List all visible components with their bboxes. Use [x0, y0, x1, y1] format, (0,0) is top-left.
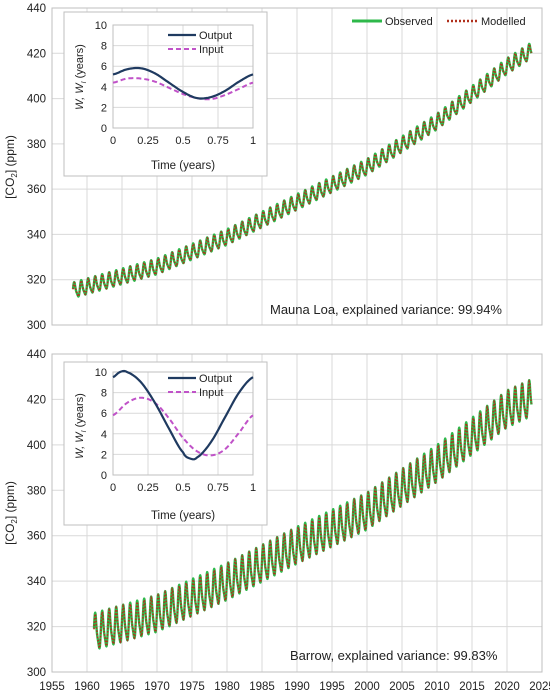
inset-y-tick-label: 2 [101, 449, 107, 461]
inset-x-tick-label: 1 [250, 482, 256, 494]
mauna-loa-inset-lines [112, 66, 254, 101]
inset-legend-input-label: Input [199, 44, 223, 56]
y-tick-label: 440 [27, 3, 46, 15]
inset-legend-input-label: Input [199, 387, 223, 399]
inset-legend-output-label: Output [199, 373, 232, 385]
inset-x-tick-label: 0.75 [207, 135, 228, 147]
y-tick-label: 300 [27, 320, 46, 332]
mauna-loa-y-axis-label: [CO2] (ppm) [3, 135, 19, 199]
inset-y-tick-label: 8 [101, 41, 107, 53]
x-tick-label: 2025 [529, 681, 550, 693]
inset-y-tick-label: 2 [101, 102, 107, 114]
x-tick-label: 2005 [389, 681, 415, 693]
inset-plot-area [112, 371, 254, 476]
x-tick-label: 1965 [109, 681, 135, 693]
x-tick-label: 1990 [284, 681, 310, 693]
y-tick-label: 360 [27, 531, 46, 543]
y-tick-label: 320 [27, 275, 46, 287]
inset-y-tick-label: 4 [101, 429, 107, 441]
y-tick-label: 380 [27, 485, 46, 497]
mauna-loa-legend: Observed Modelled [352, 16, 526, 28]
barrow-plot-frame [51, 353, 543, 673]
inset-y-tick-label: 6 [101, 408, 107, 420]
inset-y-tick-label: 4 [101, 82, 107, 94]
mauna-loa-series [71, 42, 533, 298]
x-tick-label: 1960 [74, 681, 100, 693]
y-tick-label: 340 [27, 576, 46, 588]
inset-x-tick-label: 0.5 [175, 135, 190, 147]
y-tick-label: 400 [27, 440, 46, 452]
barrow-inset-frame [63, 361, 268, 526]
barrow-inset-y-label: W, WI (years) [74, 393, 88, 459]
inset-input-line [112, 77, 254, 101]
x-tick-label: 1980 [214, 681, 240, 693]
legend-observed-label: Observed [385, 16, 433, 28]
y-tick-label: 420 [27, 394, 46, 406]
mauna-loa-inset-frame [63, 11, 268, 177]
barrow-x-tick-labels: 1955 1960 1965 1970 1975 1980 1985 1990 1995 2000… [39, 681, 550, 693]
y-tick-label: 360 [27, 184, 46, 196]
y-tick-label: 300 [27, 667, 46, 679]
barrow-inset: 0 2 4 6 8 10 0 0.25 0.5 0.75 1 W, WI (years) Time … [63, 361, 268, 526]
inset-x-tick-label: 1 [250, 135, 256, 147]
inset-y-tick-label: 6 [101, 61, 107, 73]
inset-output-line [112, 369, 254, 461]
x-tick-label: 2010 [424, 681, 450, 693]
modelled-series-line [93, 379, 533, 650]
barrow-inset-x-label: Time (years) [151, 510, 215, 522]
inset-x-tick-label: 0 [110, 482, 116, 494]
x-tick-label: 1955 [39, 681, 65, 693]
barrow-inset-ticks: 0 2 4 6 8 10 0 0.25 0.5 0.75 1 [95, 367, 256, 494]
x-tick-label: 2020 [494, 681, 520, 693]
barrow-y-axis-label: [CO2] (ppm) [3, 481, 19, 545]
legend-modelled-label: Modelled [481, 16, 526, 28]
x-tick-label: 1995 [319, 681, 345, 693]
inset-output-line [112, 66, 254, 100]
y-tick-label: 440 [27, 349, 46, 361]
x-tick-label: 2015 [459, 681, 485, 693]
mauna-loa-inset-ticks: 0 2 4 6 8 10 0 0.25 0.5 0.75 1 [95, 20, 256, 147]
mauna-loa-y-tick-labels: 300 320 340 360 380 400 420 440 [27, 3, 46, 332]
mauna-loa-inset: 0 2 4 6 8 10 0 0.25 0.5 0.75 1 W, WI (years) Time … [63, 11, 268, 177]
inset-x-tick-label: 0.75 [207, 482, 228, 494]
mauna-loa-inset-gridlines [112, 24, 254, 129]
mauna-loa-annotation: Mauna Loa, explained variance: 99.94% [270, 302, 502, 317]
x-tick-label: 1985 [249, 681, 275, 693]
mauna-loa-inset-y-label: W, WI (years) [74, 44, 88, 110]
inset-legend-output-label: Output [199, 30, 232, 42]
y-tick-label: 400 [27, 94, 46, 106]
inset-y-tick-label: 10 [95, 20, 107, 32]
mauna-loa-plot-frame [51, 7, 543, 326]
inset-plot-area [112, 24, 254, 129]
mauna-loa-inset-x-label: Time (years) [151, 160, 215, 172]
y-tick-label: 340 [27, 229, 46, 241]
barrow-inset-lines [112, 369, 254, 461]
y-tick-label: 420 [27, 48, 46, 60]
inset-x-tick-label: 0.25 [137, 135, 158, 147]
inset-x-tick-label: 0.5 [175, 482, 190, 494]
inset-y-tick-label: 0 [101, 470, 107, 482]
inset-y-tick-label: 0 [101, 123, 107, 135]
y-tick-label: 320 [27, 622, 46, 634]
barrow-series [92, 379, 533, 650]
x-tick-label: 2000 [354, 681, 380, 693]
inset-y-tick-label: 10 [95, 367, 107, 379]
barrow-y-tick-labels: 300 320 340 360 380 400 420 440 [27, 349, 46, 679]
x-tick-label: 1970 [144, 681, 170, 693]
inset-y-tick-label: 8 [101, 388, 107, 400]
inset-x-tick-label: 0.25 [137, 482, 158, 494]
barrow-annotation: Barrow, explained variance: 99.83% [290, 648, 498, 663]
y-tick-label: 380 [27, 139, 46, 151]
inset-x-tick-label: 0 [110, 135, 116, 147]
modelled-series-line [72, 43, 533, 298]
x-tick-label: 1975 [179, 681, 205, 693]
